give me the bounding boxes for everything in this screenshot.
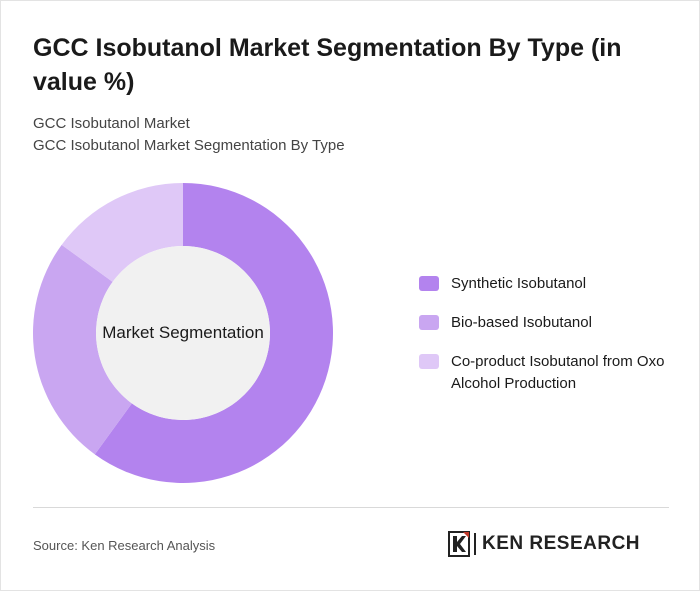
ken-research-brand: KEN RESEARCH <box>448 531 640 557</box>
source-note: Source: Ken Research Analysis <box>33 538 216 553</box>
legend-item-synthetic: Synthetic Isobutanol <box>419 273 679 295</box>
breadcrumb-market: GCC Isobutanol Market <box>33 115 190 132</box>
legend-item-co-product: Co-product Isobutanol from Oxo Alcohol P… <box>419 351 679 395</box>
donut-chart <box>32 183 334 483</box>
breadcrumb-segmentation: GCC Isobutanol Market Segmentation By Ty… <box>33 137 345 154</box>
donut-center <box>96 246 270 420</box>
chart-title: GCC Isobutanol Market Segmentation By Ty… <box>33 34 622 96</box>
legend-label-synthetic: Synthetic Isobutanol <box>451 275 587 292</box>
legend-label-co-product: Co-product Isobutanol from Oxo Alcohol P… <box>451 353 665 392</box>
donut-slice-bio-based <box>32 244 132 455</box>
legend-swatch-bio-based <box>419 315 439 330</box>
donut-slice-synthetic <box>94 183 334 483</box>
brand-name: KEN RESEARCH <box>482 533 641 554</box>
ken-research-logo-icon <box>448 531 470 557</box>
footer-divider <box>33 507 669 508</box>
donut-slice-co-product <box>61 183 183 282</box>
legend-label-bio-based: Bio-based Isobutanol <box>451 314 592 331</box>
legend-swatch-synthetic <box>419 276 439 291</box>
chart-legend: Synthetic Isobutanol Bio-based Isobutano… <box>419 273 679 412</box>
legend-item-bio-based: Bio-based Isobutanol <box>419 312 679 334</box>
brand-separator <box>474 533 476 555</box>
legend-swatch-co-product <box>419 354 439 369</box>
